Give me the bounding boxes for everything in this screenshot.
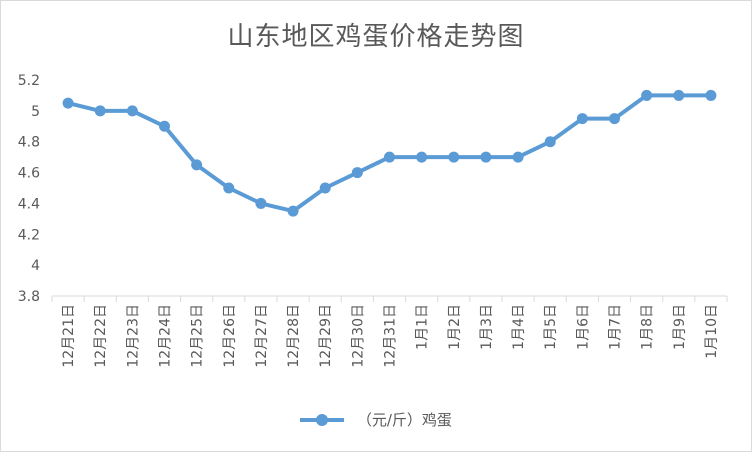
legend-label: （元/斤）鸡蛋 <box>356 411 452 429</box>
x-tick-label: 12月25日 <box>190 304 206 368</box>
y-tick-label: 4.8 <box>18 135 40 151</box>
x-tick-label: 1月7日 <box>608 304 624 350</box>
y-tick-label: 5.2 <box>18 73 40 89</box>
x-tick-label: 12月26日 <box>222 304 238 368</box>
x-tick-label: 1月1日 <box>415 304 431 350</box>
y-tick-label: 5 <box>31 104 40 120</box>
x-tick-label: 12月29日 <box>318 304 334 368</box>
data-point <box>319 182 331 194</box>
data-point <box>609 113 620 125</box>
data-point <box>673 89 685 101</box>
data-point <box>287 205 299 217</box>
x-tick-label: 1月4日 <box>511 304 527 350</box>
x-tick-label: 12月22日 <box>93 304 109 368</box>
x-tick-label: 1月5日 <box>543 304 559 350</box>
data-point <box>512 151 524 163</box>
x-tick-label: 12月31日 <box>383 304 399 368</box>
chart-title: 山东地区鸡蛋价格走势图 <box>227 22 525 52</box>
x-tick-label: 12月28日 <box>286 304 302 368</box>
data-point <box>705 89 717 101</box>
data-point <box>223 182 235 194</box>
x-tick-label: 1月9日 <box>672 304 688 350</box>
x-tick-label: 12月30日 <box>350 304 366 368</box>
x-tick-label: 1月3日 <box>479 304 495 350</box>
data-point <box>416 151 428 163</box>
x-tick-label: 12月24日 <box>158 304 174 368</box>
y-tick-label: 3.8 <box>18 289 40 305</box>
x-tick-label: 1月10日 <box>704 304 720 359</box>
data-point <box>351 167 363 179</box>
data-point <box>94 105 106 117</box>
x-tick-label: 1月2日 <box>447 304 463 350</box>
x-tick-label: 1月6日 <box>575 304 591 350</box>
y-tick-label: 4.6 <box>18 166 40 182</box>
data-point <box>544 136 556 148</box>
data-point <box>159 120 170 132</box>
x-tick-label: 12月23日 <box>125 304 141 368</box>
data-point <box>126 105 138 117</box>
legend-marker <box>316 413 329 426</box>
data-point <box>62 97 74 109</box>
data-point <box>255 197 267 209</box>
x-tick-label: 12月27日 <box>254 304 270 368</box>
y-tick-label: 4.2 <box>18 227 40 243</box>
legend-swatch <box>300 413 345 427</box>
data-point <box>448 151 460 163</box>
data-point <box>576 113 588 125</box>
legend: （元/斤）鸡蛋 <box>0 409 752 430</box>
x-tick-label: 1月8日 <box>640 304 656 350</box>
y-tick-label: 4 <box>31 258 40 274</box>
data-point <box>191 159 203 171</box>
data-point <box>641 89 653 101</box>
x-tick-label: 12月21日 <box>61 304 77 368</box>
data-point <box>384 151 395 163</box>
data-point <box>480 151 492 163</box>
y-tick-label: 4.4 <box>18 196 40 212</box>
